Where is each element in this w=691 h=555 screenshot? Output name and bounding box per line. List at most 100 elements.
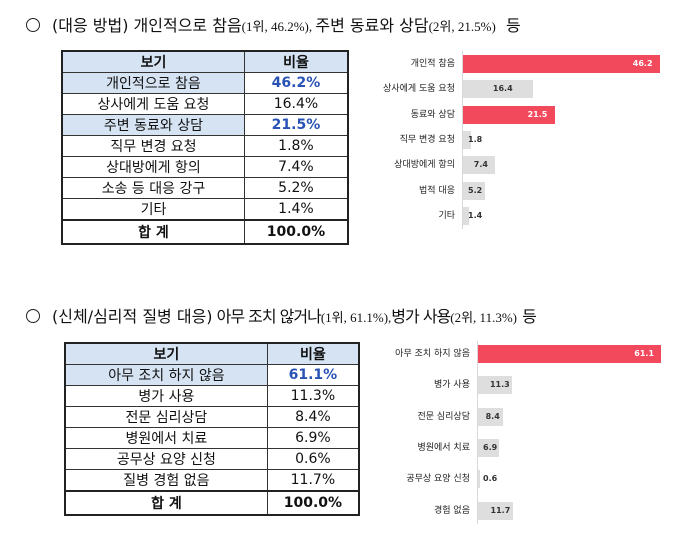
table-row: 병가 사용 11.3% bbox=[64, 385, 360, 407]
row-value: 0.6% bbox=[266, 448, 360, 470]
row-label: 소송 등 대응 강구 bbox=[61, 177, 245, 199]
table-row: 상대방에게 항의 7.4% bbox=[61, 156, 349, 178]
section2-title: (신체/심리적 질병 대응) bbox=[52, 307, 213, 326]
table-row: 상사에게 도움 요청 16.4% bbox=[61, 93, 349, 115]
chart-value-label: 8.4 bbox=[485, 411, 500, 421]
table-row: 병원에서 치료 6.9% bbox=[64, 427, 360, 449]
total-label: 합 계 bbox=[61, 219, 245, 245]
chart-bar bbox=[478, 407, 504, 426]
section2-rest: 아무 조치 않거나 bbox=[212, 307, 322, 326]
chart-value-label: 6.9 bbox=[483, 442, 498, 452]
chart-value-label: 11.7 bbox=[490, 505, 511, 515]
chart-bar bbox=[478, 501, 514, 520]
circle-bullet-icon bbox=[26, 18, 40, 32]
chart-value-label: 61.1 bbox=[634, 349, 655, 358]
chart-bar bbox=[463, 181, 486, 200]
chart-category-label: 개인적 참음 bbox=[410, 59, 455, 69]
chart-axis-line bbox=[462, 51, 463, 229]
table-row: 소송 등 대응 강구 5.2% bbox=[61, 177, 349, 199]
row-value: 46.2% bbox=[243, 72, 349, 94]
chart-bar bbox=[478, 470, 480, 489]
row-value: 1.8% bbox=[243, 135, 349, 157]
chart-value-label: 5.2 bbox=[468, 185, 483, 195]
chart-bar bbox=[463, 80, 533, 99]
section1-title: (대응 방법) 개인적으로 참음 bbox=[52, 16, 242, 35]
table-header-row: 보기 비율 bbox=[64, 342, 360, 365]
row-label: 직무 변경 요청 bbox=[61, 135, 245, 157]
chart-value-label: 11.3 bbox=[489, 380, 510, 390]
chart-category-label: 상대방에게 항의 bbox=[394, 160, 455, 171]
row-label: 상대방에게 항의 bbox=[61, 156, 245, 178]
chart-category-label: 법적 대응 bbox=[419, 185, 455, 196]
chart-bar bbox=[478, 376, 512, 395]
section2-rank1: (1위, 61.1%), bbox=[320, 310, 392, 325]
table-row: 아무 조치 하지 않음 61.1% bbox=[64, 364, 360, 386]
chart-bar bbox=[463, 55, 660, 73]
section2-second: 병가 사용 bbox=[391, 307, 451, 326]
row-value: 1.4% bbox=[243, 198, 349, 221]
chart-category-label: 병가 사용 bbox=[434, 380, 470, 391]
row-value: 6.9% bbox=[266, 427, 360, 449]
row-label: 기타 bbox=[61, 198, 245, 221]
chart-category-label: 공무상 요양 신청 bbox=[406, 474, 470, 485]
chart-category-label: 기타 bbox=[438, 210, 455, 221]
section2-heading: (신체/심리적 질병 대응) 아무 조치 않거나(1위, 61.1%),병가 사… bbox=[26, 303, 537, 327]
chart-bar bbox=[463, 130, 471, 149]
section1-table: 보기 비율 개인적으로 참음 46.2% 상사에게 도움 요청 16.4% 주변 동… bbox=[61, 50, 349, 245]
row-label: 전문 심리상담 bbox=[64, 406, 268, 428]
row-value: 21.5% bbox=[243, 114, 349, 136]
header-option: 보기 bbox=[64, 342, 268, 365]
row-label: 아무 조치 하지 않음 bbox=[64, 364, 268, 386]
header-ratio: 비율 bbox=[266, 342, 360, 365]
chart-bar bbox=[463, 105, 555, 124]
row-label: 상사에게 도움 요청 bbox=[61, 93, 245, 115]
row-label: 병가 사용 bbox=[64, 385, 268, 407]
row-label: 질병 경험 없음 bbox=[64, 469, 268, 492]
chart-value-label: 1.4 bbox=[468, 210, 483, 220]
section1-rank1: (1위, 46.2%), bbox=[241, 19, 316, 34]
chart-value-label: 0.6 bbox=[483, 474, 498, 484]
chart-bar bbox=[463, 156, 495, 175]
row-label: 개인적으로 참음 bbox=[61, 72, 245, 94]
total-value: 100.0% bbox=[266, 490, 360, 516]
row-value: 11.3% bbox=[266, 385, 360, 407]
chart-category-label: 경험 없음 bbox=[434, 505, 470, 516]
chart-category-label: 동료와 상담 bbox=[410, 109, 455, 120]
chart-axis-line bbox=[477, 341, 478, 524]
section2-rank2: (2위, 11.3%) bbox=[450, 310, 517, 325]
section1-second: 주변 동료와 상담 bbox=[315, 16, 429, 35]
chart-value-label: 21.5 bbox=[527, 109, 548, 119]
section1-bar-chart: 개인적 참음 46.2 상사에게 도움 요청 16.4 동료와 상담 21.5 직무 변경 … bbox=[360, 50, 680, 240]
chart-value-label: 7.4 bbox=[473, 160, 488, 170]
table-row: 직무 변경 요청 1.8% bbox=[61, 135, 349, 157]
table-row: 주변 동료와 상담 21.5% bbox=[61, 114, 349, 136]
total-row: 합 계 100.0% bbox=[64, 490, 360, 516]
total-row: 합 계 100.0% bbox=[61, 219, 349, 245]
section2-table: 보기 비율 아무 조치 하지 않음 61.1% 병가 사용 11.3% 전문 심리상… bbox=[64, 342, 360, 516]
chart-bar bbox=[478, 345, 662, 363]
chart-value-label: 46.2 bbox=[632, 59, 653, 68]
row-value: 7.4% bbox=[243, 156, 349, 178]
section2-bar-chart: 아무 조치 하지 않음 61.1 병가 사용 11.3 전문 심리상담 8.4 병원에서 치… bbox=[360, 341, 680, 532]
total-value: 100.0% bbox=[243, 219, 349, 245]
header-option: 보기 bbox=[61, 50, 245, 73]
row-label: 공무상 요양 신청 bbox=[64, 448, 268, 470]
row-value: 16.4% bbox=[243, 93, 349, 115]
chart-bar bbox=[463, 206, 469, 225]
table-row: 질병 경험 없음 11.7% bbox=[64, 469, 360, 492]
circle-bullet-icon bbox=[26, 309, 40, 323]
row-value: 8.4% bbox=[266, 406, 360, 428]
chart-category-label: 직무 변경 요청 bbox=[399, 134, 455, 145]
chart-bar bbox=[478, 438, 499, 457]
header-ratio: 비율 bbox=[243, 50, 349, 73]
table-row: 전문 심리상담 8.4% bbox=[64, 406, 360, 428]
section1-heading: (대응 방법) 개인적으로 참음(1위, 46.2%), 주변 동료와 상담(2… bbox=[26, 12, 521, 36]
row-value: 5.2% bbox=[243, 177, 349, 199]
section1-rank2: (2위, 21.5%) bbox=[428, 19, 496, 34]
table-row: 기타 1.4% bbox=[61, 198, 349, 221]
chart-category-label: 전문 심리상담 bbox=[417, 411, 470, 422]
table-row: 공무상 요양 신청 0.6% bbox=[64, 448, 360, 470]
table-row: 개인적으로 참음 46.2% bbox=[61, 72, 349, 94]
chart-category-label: 아무 조치 하지 않음 bbox=[395, 349, 470, 359]
section1-suffix: 등 bbox=[505, 16, 521, 35]
